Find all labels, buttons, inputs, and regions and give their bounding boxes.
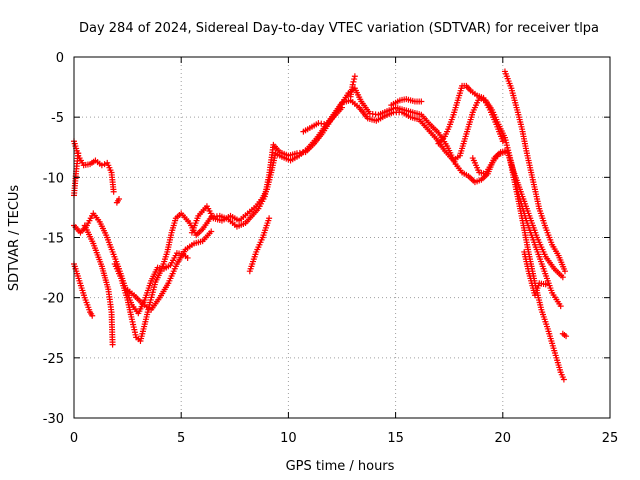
y-tick-label: 0 — [56, 51, 64, 66]
series-arc-s — [559, 330, 570, 340]
data-point-marker — [89, 312, 96, 319]
data-point-marker — [75, 150, 82, 157]
series-arc-j — [246, 215, 273, 275]
data-point-marker — [563, 333, 570, 340]
y-tick-label: -5 — [51, 111, 64, 126]
data-point-marker — [560, 376, 567, 383]
series-arc-l — [347, 73, 358, 100]
data-point-marker — [557, 303, 564, 310]
x-tick-label: 0 — [70, 431, 78, 446]
data-point-marker — [208, 228, 215, 235]
data-point-marker — [499, 138, 506, 145]
x-tick-label: 10 — [280, 431, 297, 446]
data-point-marker — [561, 268, 568, 275]
axis-ticks: 0 5 10 15 20 25 0 -5 -10 -15 -20 -25 -30 — [43, 51, 619, 446]
data-point-marker — [349, 81, 356, 88]
data-point-marker — [501, 149, 508, 156]
chart-title: Day 284 of 2024, Sidereal Day-to-day VTE… — [79, 21, 599, 36]
series-arc-m — [388, 96, 425, 109]
data-point-marker — [351, 76, 358, 83]
y-tick-label: -15 — [43, 232, 64, 247]
data-point-marker — [101, 161, 108, 168]
series-arc-o — [469, 149, 508, 177]
series-arc-q — [506, 152, 567, 383]
data-point-marker — [418, 98, 425, 105]
y-axis-label: SDTVAR / TECUs — [7, 185, 22, 292]
x-tick-label: 15 — [387, 431, 404, 446]
data-point-marker — [350, 78, 357, 85]
data-point-marker — [109, 341, 116, 348]
data-point-marker — [266, 215, 273, 222]
series-arc-k — [300, 104, 345, 135]
series-arc-p — [501, 68, 568, 275]
x-tick-label: 5 — [177, 431, 185, 446]
data-point-marker — [184, 254, 191, 261]
data-point-marker — [98, 162, 105, 169]
x-tick-label: 20 — [495, 431, 512, 446]
series-arc-c — [113, 195, 123, 206]
y-tick-label: -10 — [43, 171, 64, 186]
data-point-marker — [351, 73, 358, 80]
data-point-marker — [559, 274, 566, 281]
x-axis-label: GPS time / hours — [286, 459, 395, 474]
series-arc-r — [521, 248, 549, 299]
y-tick-label: -20 — [43, 292, 64, 307]
data-series — [71, 68, 570, 383]
y-tick-label: -25 — [43, 352, 64, 367]
x-tick-label: 25 — [602, 431, 619, 446]
data-point-marker — [339, 104, 345, 111]
data-point-marker — [110, 188, 117, 195]
series-arc-n — [435, 82, 506, 147]
series-arc-f — [81, 222, 116, 348]
series-arc-g — [111, 85, 566, 344]
data-point-marker — [542, 281, 549, 288]
series-arc-h — [122, 228, 215, 313]
y-tick-label: -30 — [43, 412, 64, 427]
data-point-marker — [116, 195, 123, 202]
